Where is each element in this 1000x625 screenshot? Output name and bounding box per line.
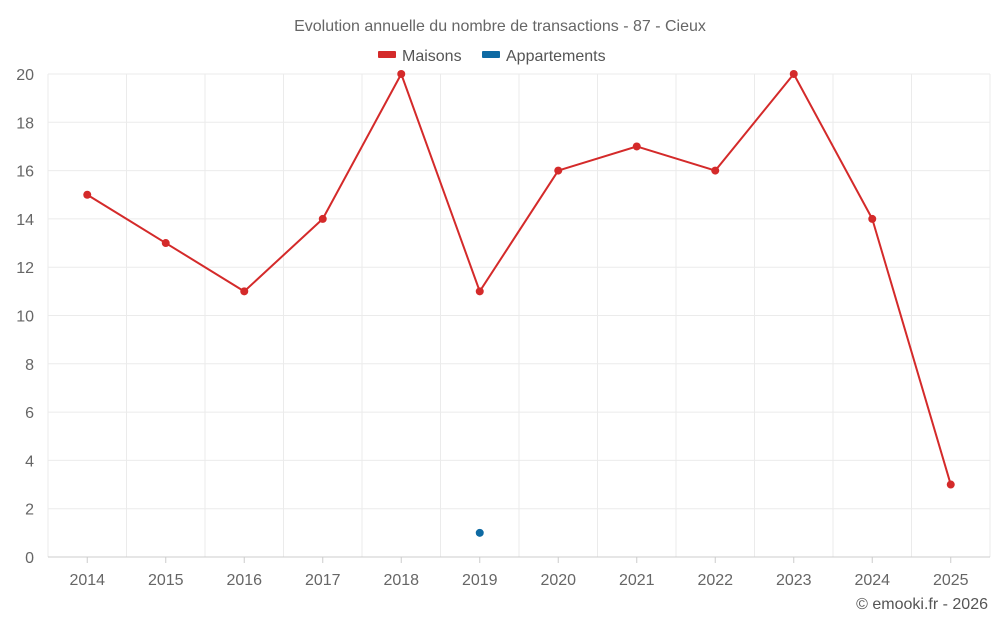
legend: Maisons Appartements: [378, 48, 606, 65]
x-tick-label: 2019: [462, 572, 498, 589]
data-point-maisons[interactable]: [868, 214, 877, 223]
chart-title: Evolution annuelle du nombre de transact…: [294, 18, 706, 35]
data-point-appartements[interactable]: [475, 528, 484, 537]
series-line-maisons: [86, 73, 952, 485]
y-tick-label: 4: [25, 453, 34, 470]
y-tick-label: 14: [16, 212, 34, 229]
y-tick-label: 6: [25, 405, 34, 422]
data-point-maisons[interactable]: [711, 166, 720, 175]
data-point-maisons[interactable]: [946, 480, 955, 489]
data-point-maisons[interactable]: [83, 190, 92, 199]
y-tick-label: 10: [16, 309, 34, 326]
credit-text: © emooki.fr - 2026: [856, 596, 988, 613]
x-tick-label: 2023: [776, 572, 812, 589]
x-tick-label: 2024: [854, 572, 890, 589]
legend-swatch-appartements: [482, 51, 500, 58]
legend-item-appartements[interactable]: Appartements: [482, 48, 606, 65]
grid: [47, 73, 991, 557]
legend-label-maisons: Maisons: [402, 48, 462, 65]
y-tick-label: 8: [25, 357, 34, 374]
x-tick-label: 2020: [540, 572, 576, 589]
x-tick-label: 2025: [933, 572, 969, 589]
x-tick-label: 2015: [148, 572, 184, 589]
legend-label-appartements: Appartements: [506, 48, 606, 65]
data-point-maisons[interactable]: [161, 239, 170, 248]
data-point-maisons[interactable]: [554, 166, 563, 175]
x-tick-label: 2016: [226, 572, 262, 589]
x-tick-label: 2021: [619, 572, 655, 589]
x-tick-label: 2022: [697, 572, 733, 589]
legend-item-maisons[interactable]: Maisons: [378, 48, 462, 65]
y-tick-label: 2: [25, 502, 34, 519]
data-point-maisons[interactable]: [632, 142, 641, 151]
x-tick-label: 2014: [69, 572, 105, 589]
series-layer: [83, 70, 955, 537]
y-tick-label: 20: [16, 67, 34, 84]
data-point-maisons[interactable]: [240, 287, 249, 296]
y-tick-label: 0: [25, 550, 34, 567]
legend-swatch-maisons: [378, 51, 396, 58]
data-point-maisons[interactable]: [397, 70, 406, 78]
data-point-maisons[interactable]: [789, 70, 798, 78]
axes: 0 2 4 6 8 10 12 14 16 18 20 2014 2015 2016 2017 2018 201…: [16, 67, 990, 589]
x-tick-label: 2018: [383, 572, 419, 589]
data-point-maisons[interactable]: [475, 287, 484, 296]
y-tick-label: 18: [16, 115, 34, 132]
x-tick-label: 2017: [305, 572, 341, 589]
y-tick-label: 16: [16, 164, 34, 181]
y-tick-label: 12: [16, 260, 34, 277]
data-point-maisons[interactable]: [318, 214, 327, 223]
